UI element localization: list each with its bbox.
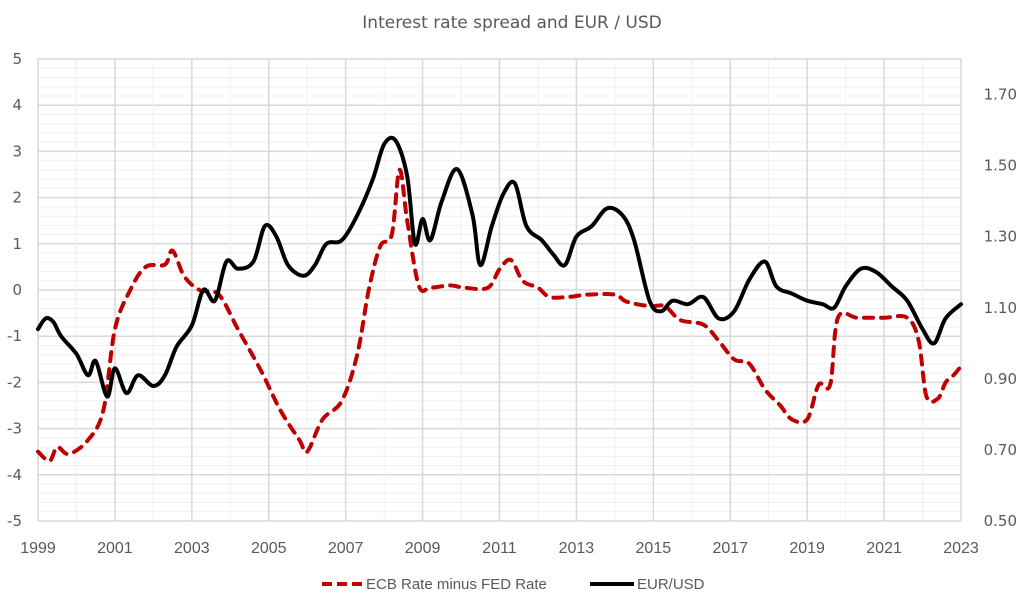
y-left-tick-label: -5 — [7, 512, 22, 530]
y-left-tick-label: 1 — [12, 235, 22, 253]
y-right-tick-label: 0.50 — [984, 512, 1017, 530]
x-tick-label: 2001 — [97, 540, 133, 557]
y-right-tick-label: 1.70 — [984, 86, 1017, 104]
x-axis: 1999 2001 2003 2005 2007 2009 2011 2013 2015 2017… — [20, 540, 979, 557]
y-axis-right: 1.70 1.50 1.30 1.10 0.90 0.70 0.50 — [984, 86, 1017, 530]
x-tick-label: 2003 — [174, 540, 210, 557]
legend-label-eurusd: EUR/USD — [637, 576, 705, 593]
series-line-eurusd — [36, 135, 963, 399]
x-tick-label: 1999 — [20, 540, 56, 557]
x-tick-label: 2015 — [636, 540, 672, 557]
y-left-tick-label: -3 — [7, 420, 22, 438]
y-left-tick-label: -2 — [7, 373, 22, 391]
x-tick-label: 2017 — [712, 540, 748, 557]
y-right-tick-label: 0.70 — [984, 441, 1017, 459]
x-tick-label: 2005 — [251, 540, 287, 557]
x-tick-label: 2007 — [328, 540, 364, 557]
x-tick-label: 2019 — [789, 540, 825, 557]
y-right-tick-label: 1.30 — [984, 228, 1017, 246]
y-left-tick-label: 5 — [12, 50, 22, 68]
x-tick-label: 2023 — [943, 540, 979, 557]
y-left-tick-label: 4 — [12, 96, 22, 114]
series-layer — [36, 135, 963, 463]
grid — [37, 58, 962, 522]
legend: ECB Rate minus FED Rate EUR/USD — [322, 576, 705, 593]
x-tick-label: 2011 — [482, 540, 517, 557]
chart-title: Interest rate spread and EUR / USD — [362, 13, 661, 33]
y-left-tick-label: -4 — [7, 466, 22, 484]
series-line-spread — [36, 167, 963, 463]
y-left-tick-label: 0 — [12, 281, 22, 299]
x-tick-label: 2021 — [866, 540, 902, 557]
x-tick-label: 2009 — [405, 540, 441, 557]
y-left-tick-label: 2 — [12, 189, 22, 207]
legend-label-spread: ECB Rate minus FED Rate — [366, 576, 547, 593]
y-right-tick-label: 1.10 — [984, 299, 1017, 317]
y-axis-left: 5 4 3 2 1 0 -1 -2 -3 -4 -5 — [7, 50, 22, 530]
y-right-tick-label: 0.90 — [984, 370, 1017, 388]
y-right-tick-label: 1.50 — [984, 157, 1017, 175]
y-left-tick-label: -1 — [7, 327, 22, 345]
x-tick-label: 2013 — [559, 540, 595, 557]
y-left-tick-label: 3 — [12, 142, 22, 160]
